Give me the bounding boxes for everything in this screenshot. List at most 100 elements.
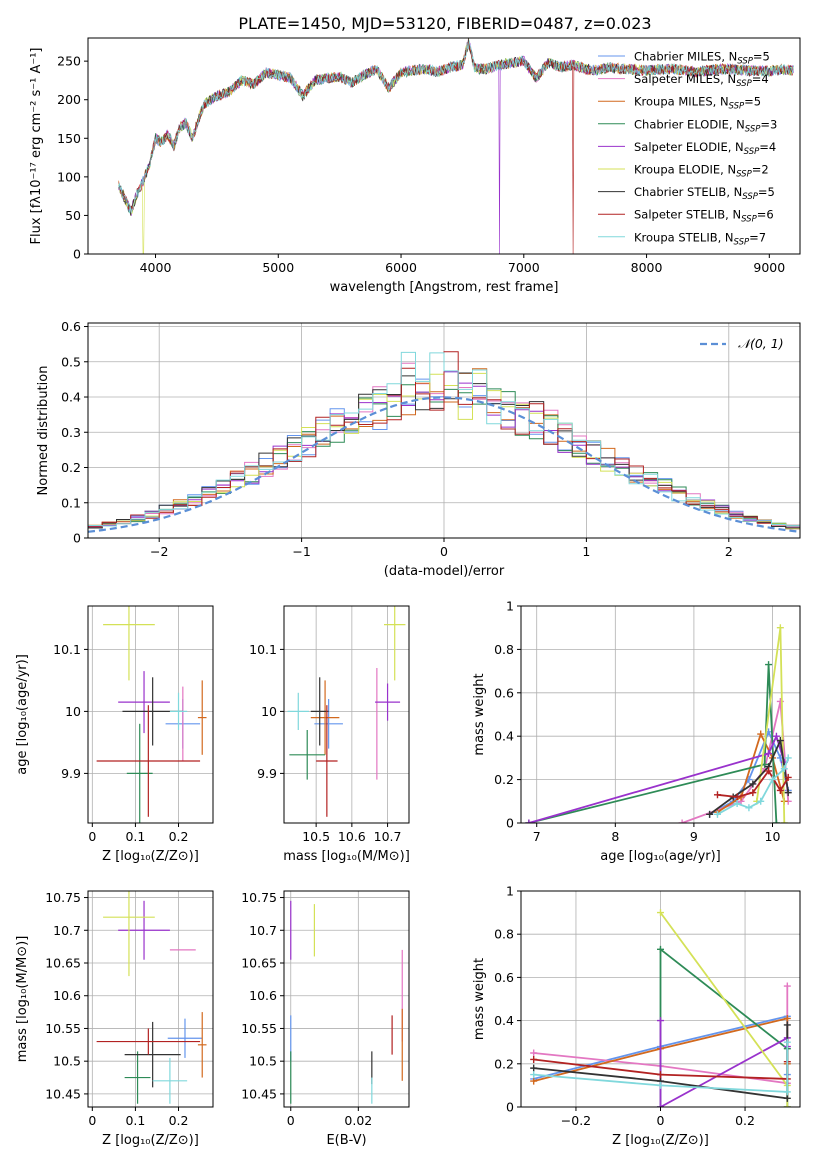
series-line [533, 1042, 789, 1093]
y-tick-label: 0.6 [494, 970, 514, 985]
series-marker [783, 1103, 791, 1107]
legend-subscript: SSP [736, 170, 752, 180]
legend-subscript: SSP [737, 57, 753, 67]
y-tick-label: 0.4 [494, 729, 514, 744]
legend-model: Salpeter MILES, N [634, 72, 736, 86]
y-tick-label: 0 [73, 247, 81, 262]
series-marker [772, 819, 780, 823]
x-tick-label: 0.02 [344, 1113, 372, 1128]
series-marker [530, 1071, 538, 1079]
plot-area [96, 891, 207, 1104]
series-marker [706, 810, 714, 818]
x-tick-label: 10 [765, 829, 781, 844]
series-marker [783, 1021, 791, 1029]
y-tick-label: 10.1 [53, 642, 81, 657]
y-tick-label: 0 [73, 531, 81, 546]
axes-frame [87, 890, 214, 1108]
legend-subscript: SSP [741, 215, 757, 225]
x-tick-label: 4000 [140, 260, 172, 275]
series-marker [780, 765, 788, 773]
series-marker [530, 1055, 538, 1063]
legend-nssp: =6 [757, 208, 774, 222]
y-tick-label: 10.45 [45, 1086, 81, 1101]
y-tick-label: 10.75 [241, 890, 277, 905]
plot-area [530, 909, 791, 1107]
legend-subscript: SSP [729, 102, 745, 112]
series-marker [749, 780, 757, 788]
legend-entry: Chabrier STELIB, NSSP=5 [634, 185, 775, 202]
x-tick-label: 10.6 [338, 829, 366, 844]
y-axis-label: age [log₁₀(age/yr)] [15, 654, 30, 775]
y-tick-label: 9.9 [257, 766, 277, 781]
x-tick-label: 9000 [753, 260, 785, 275]
y-tick-label: 1 [506, 884, 514, 899]
x-tick-label: 1 [582, 544, 590, 559]
legend-nssp: =4 [752, 72, 769, 86]
series-marker [783, 1038, 791, 1046]
legend-model: Chabrier ELODIE, N [634, 117, 745, 131]
legend-model: Chabrier MILES, N [634, 50, 737, 64]
legend-entry: Chabrier ELODIE, NSSP=3 [634, 117, 777, 134]
x-axis-label: mass [log₁₀(M/M⊙)] [283, 849, 410, 864]
chart-residuals: 𝒩(0, 1) −2 −1 0 1 2 0 0.1 0.2 0.3 0.4 0.5 0.6 (data-m… [36, 319, 801, 579]
legend-entry: Salpeter ELODIE, NSSP=4 [634, 140, 776, 157]
y-tick-label: 10.5 [53, 1054, 81, 1069]
legend-subscript: SSP [745, 124, 761, 134]
y-tick-label: 250 [57, 54, 81, 69]
x-axis-label: age [log₁₀(age/yr)] [600, 849, 721, 864]
series-marker [784, 773, 792, 781]
series-marker [657, 909, 664, 917]
series-marker [784, 789, 792, 797]
y-tick-label: 10.6 [53, 988, 81, 1003]
series-marker [657, 1071, 664, 1079]
x-axis-label: E(B-V) [326, 1133, 366, 1148]
plot-area [118, 38, 794, 254]
legend-entry: Kroupa STELIB, NSSP=7 [634, 230, 766, 247]
y-axis-label: mass weight [472, 673, 487, 755]
x-tick-label: 0.2 [169, 1113, 189, 1128]
legend-model: Salpeter ELODIE, N [634, 140, 744, 154]
series-marker [765, 661, 773, 669]
y-tick-label: 0.8 [494, 642, 514, 657]
series-marker [783, 1094, 791, 1102]
y-axis-label: mass [log₁₀(M/M⊙)] [15, 936, 30, 1063]
y-axis-label: Flux [fλ10⁻¹⁷ erg cm⁻² s⁻¹ A⁻¹] [29, 48, 44, 245]
series-marker [657, 1081, 664, 1089]
x-tick-label: 5000 [262, 260, 294, 275]
axes-frame [87, 37, 801, 255]
series-marker [733, 793, 741, 801]
series-marker [765, 767, 773, 775]
legend-entry: Salpeter MILES, NSSP=4 [634, 72, 769, 89]
series-marker [780, 819, 788, 823]
x-tick-label: 7 [533, 829, 541, 844]
x-tick-label: 10.5 [302, 829, 330, 844]
series-marker [784, 754, 792, 762]
x-tick-label: 8 [611, 829, 619, 844]
x-tick-label: 0 [657, 1113, 665, 1128]
series-marker [776, 737, 784, 745]
series-line [709, 737, 790, 816]
y-tick-label: 50 [65, 208, 81, 223]
chart-age-vs-Z: 0 0.1 0.2 9.9 10 10.1 Z [log₁₀(Z/Z⊙)] age [log₁… [15, 605, 214, 864]
x-tick-label: 9 [690, 829, 698, 844]
chart-massweight-vs-age: 7 8 9 10 0 0.2 0.4 0.6 0.8 1 age [log₁₀(age/yr)] ma… [472, 599, 801, 864]
x-tick-label: 10.7 [374, 829, 402, 844]
y-tick-label: 0.5 [61, 354, 81, 369]
series-marker [776, 624, 784, 632]
plot-area [525, 624, 792, 823]
y-tick-label: 10.65 [45, 956, 81, 971]
y-tick-label: 0 [506, 816, 514, 831]
x-axis-label: (data-model)/error [384, 564, 505, 579]
series-marker [765, 750, 773, 758]
y-tick-label: 0.3 [61, 425, 81, 440]
y-tick-label: 10.45 [241, 1086, 277, 1101]
series-marker [530, 1049, 538, 1057]
x-tick-label: 0 [440, 544, 448, 559]
series-marker [757, 730, 765, 738]
y-tick-label: 9.9 [61, 766, 81, 781]
series-line [118, 40, 794, 214]
legend-nssp: =3 [760, 117, 777, 131]
series-marker [783, 982, 791, 990]
